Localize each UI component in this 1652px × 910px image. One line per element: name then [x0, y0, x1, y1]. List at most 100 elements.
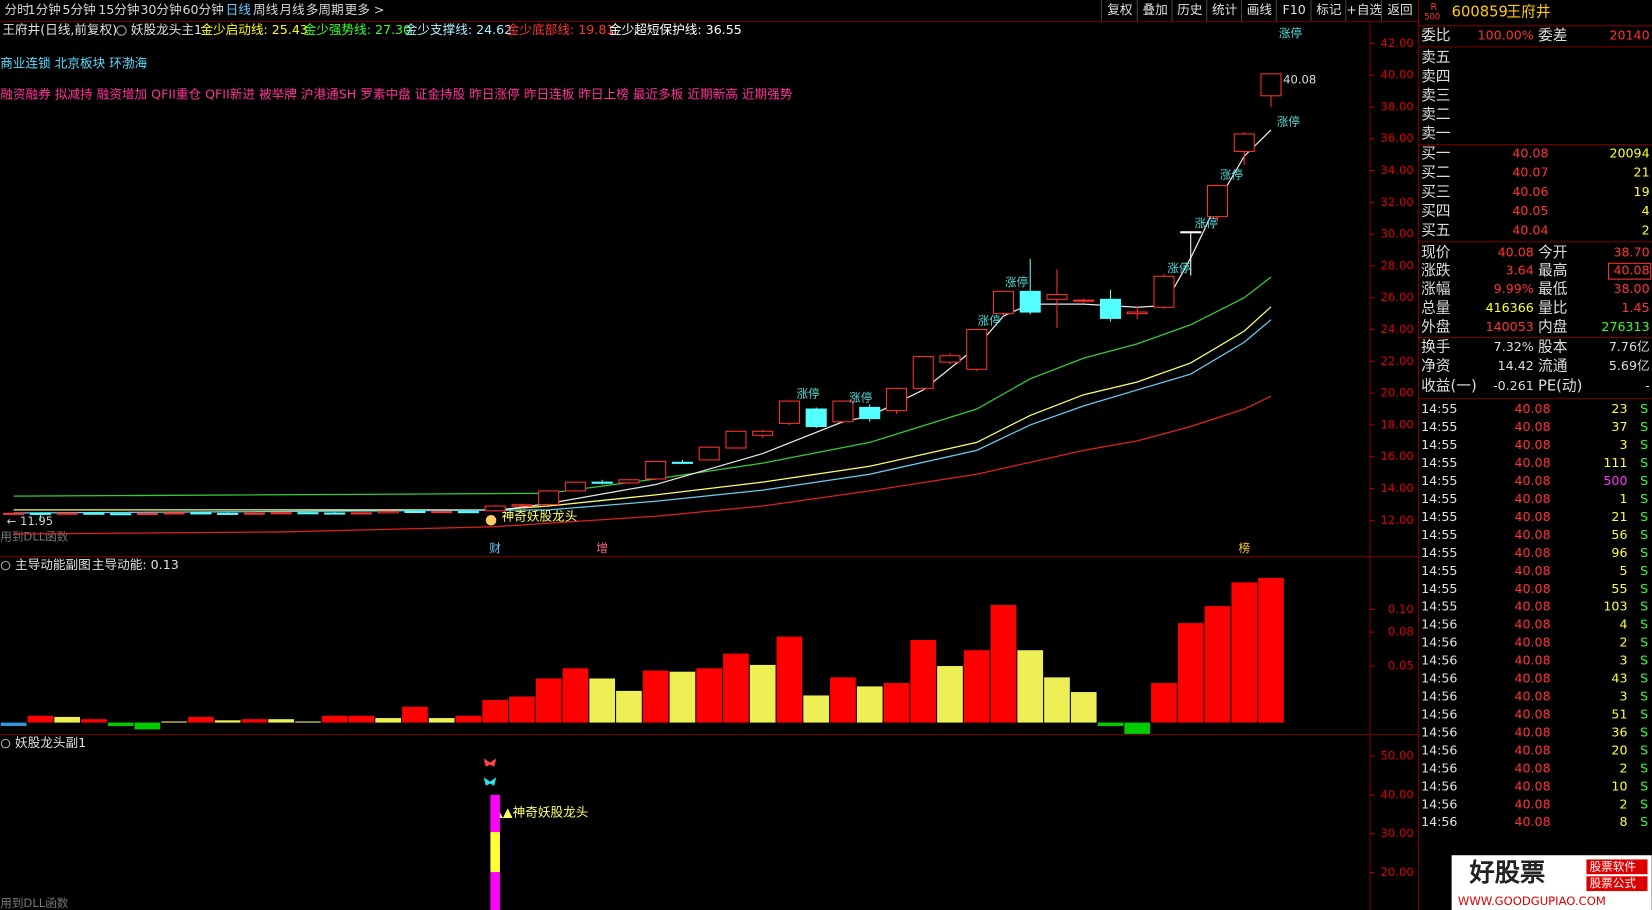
period-tab[interactable]: 15分钟: [98, 2, 139, 17]
tick-time: 14:55: [1421, 455, 1457, 470]
momentum-bar: [910, 640, 937, 723]
tick-flag: S: [1640, 473, 1648, 488]
tick-flag: S: [1640, 796, 1648, 811]
tick-time: 14:55: [1421, 437, 1457, 452]
buy-price: 40.06: [1512, 184, 1548, 199]
tick-volume: 36: [1611, 724, 1627, 739]
candle-body: [324, 512, 346, 515]
indicator-line: [495, 129, 1272, 512]
tool-button[interactable]: 画线: [1247, 2, 1273, 17]
buy-price: 40.07: [1512, 165, 1548, 180]
candle-body: [29, 512, 51, 515]
tick-price: 40.08: [1514, 635, 1550, 650]
tool-button[interactable]: 复权: [1107, 2, 1133, 17]
tick-flag: S: [1640, 689, 1648, 704]
signal-label: 神奇妖股龙头: [502, 509, 578, 524]
indicator-line: [13, 306, 1272, 511]
candle-body: [136, 512, 158, 516]
tick-flag: S: [1640, 814, 1648, 829]
line-legend: 金少底部线: 19.81: [507, 22, 615, 37]
candle-body: [3, 512, 25, 515]
line-legend: 金少支撑线: 24.62: [405, 22, 513, 37]
quote-value: 276313: [1601, 319, 1649, 334]
tick-flag: S: [1640, 671, 1648, 686]
period-tab[interactable]: 分时: [4, 2, 30, 17]
period-tab[interactable]: 30分钟: [140, 2, 181, 17]
toggle-icon[interactable]: [116, 25, 127, 36]
momentum-bar: [696, 668, 723, 723]
demon-title: 妖股龙头副1: [15, 735, 86, 750]
tick-time: 14:56: [1421, 796, 1457, 811]
quote-label: 总量: [1421, 300, 1451, 317]
candle-body: [671, 461, 693, 464]
tool-button[interactable]: 标记: [1316, 2, 1342, 17]
period-tab[interactable]: 更多 >: [345, 2, 385, 17]
quote-value: -: [1645, 378, 1650, 393]
period-tab[interactable]: 1分钟: [28, 2, 61, 17]
line-legend: 金少超短保护线: 36.55: [609, 22, 742, 37]
tick-flag: S: [1640, 545, 1648, 560]
candle-body: [564, 481, 586, 492]
quote-label: 收益(一): [1421, 378, 1477, 395]
buy-label: 买三: [1421, 183, 1450, 200]
quote-label: 涨幅: [1421, 281, 1451, 298]
momentum-bar: [241, 719, 268, 723]
tick-time: 14:55: [1421, 581, 1457, 596]
limit-up-label: 涨停: [1220, 167, 1243, 181]
tool-button[interactable]: +自选: [1346, 2, 1382, 17]
tick-time: 14:55: [1421, 563, 1457, 578]
tool-button[interactable]: 叠加: [1143, 2, 1168, 17]
candle-body: [1019, 290, 1041, 313]
candle-body: [1180, 231, 1202, 234]
candle-body: [1233, 133, 1255, 152]
tool-button[interactable]: 历史: [1177, 2, 1203, 17]
event-marker[interactable]: 增: [596, 541, 608, 555]
indicator-line: [13, 319, 1272, 514]
tick-flag: S: [1640, 706, 1648, 721]
quote-value: 38.00: [1613, 281, 1649, 296]
tick-time: 14:56: [1421, 671, 1457, 686]
watermark: 好股票 股票软件 股票公式 WWW.GOODGUPIAO.COM: [1451, 855, 1652, 910]
period-tab[interactable]: 多周期: [306, 2, 344, 17]
tick-time: 14:56: [1421, 742, 1457, 757]
quote-value: 38.70: [1613, 244, 1649, 259]
period-tab[interactable]: 5分钟: [62, 2, 95, 17]
butterfly-icon: [483, 777, 497, 786]
demon-signal: ▲▲神奇妖股龙头: [493, 805, 588, 820]
period-tab[interactable]: 月线: [279, 2, 305, 17]
momentum-bar: [776, 636, 803, 723]
period-tab[interactable]: 周线: [253, 2, 279, 17]
tool-button[interactable]: F10: [1283, 2, 1306, 17]
momentum-bar: [749, 664, 776, 723]
momentum-bar: [1258, 577, 1284, 723]
tick-time: 14:56: [1421, 724, 1457, 739]
candle-body: [1046, 294, 1068, 300]
candle-body: [297, 512, 319, 515]
event-marker[interactable]: 财: [489, 541, 501, 555]
event-marker[interactable]: 榜: [1238, 541, 1250, 555]
period-tab[interactable]: 60分钟: [182, 2, 223, 17]
candle-body: [885, 387, 907, 412]
tick-time: 14:55: [1421, 473, 1457, 488]
momentum-bar: [937, 666, 963, 723]
momentum-bar: [268, 719, 295, 723]
candle-body: [1073, 299, 1095, 302]
momentum-bar: [642, 670, 669, 723]
tool-button[interactable]: 返回: [1387, 2, 1412, 17]
y-tick-label: 38.00: [1381, 99, 1414, 113]
candle-body: [538, 490, 560, 505]
tool-button[interactable]: 统计: [1212, 2, 1238, 17]
momentum-bar: [856, 686, 883, 723]
candle-body: [270, 512, 292, 515]
period-tab[interactable]: 日线: [226, 2, 252, 17]
toggle-icon[interactable]: [0, 738, 11, 749]
y-tick-label: 40.00: [1381, 68, 1414, 82]
indicator-name[interactable]: 妖股龙头主1: [131, 22, 202, 37]
quote-label: 最低: [1538, 281, 1568, 298]
tick-volume: 500: [1603, 473, 1627, 488]
toggle-icon[interactable]: [0, 560, 11, 571]
buy-label: 买一: [1421, 145, 1451, 162]
tick-flag: S: [1640, 581, 1648, 596]
quote-value: 14.42: [1498, 358, 1534, 373]
momentum-bar: [1124, 722, 1151, 734]
